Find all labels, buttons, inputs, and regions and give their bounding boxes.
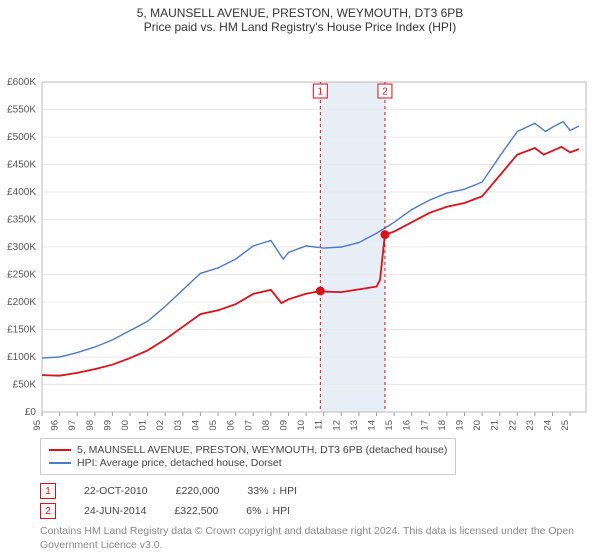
chart-title-2: Price paid vs. HM Land Registry's House … [0,20,600,34]
legend-item: 5, MAUNSELL AVENUE, PRESTON, WEYMOUTH, D… [49,444,447,456]
svg-text:2009: 2009 [278,420,289,430]
marker-price: £220,000 [176,485,220,497]
svg-text:2000: 2000 [120,420,131,430]
marker-pct: 33% ↓ HPI [247,485,297,497]
marker-badge: 1 [40,483,56,499]
marker-date: 24-JUN-2014 [84,505,146,517]
svg-text:2001: 2001 [138,420,149,430]
svg-text:1997: 1997 [67,420,78,430]
svg-text:2005: 2005 [208,420,219,430]
marker-row: 2 24-JUN-2014 £322,500 6% ↓ HPI [40,503,586,519]
legend: 5, MAUNSELL AVENUE, PRESTON, WEYMOUTH, D… [40,438,456,475]
svg-text:£350K: £350K [7,215,36,226]
svg-text:2020: 2020 [472,420,483,430]
svg-text:2018: 2018 [437,420,448,430]
svg-text:2011: 2011 [314,420,325,430]
svg-text:2007: 2007 [243,420,254,430]
svg-text:£0: £0 [25,407,37,418]
marker-badge: 2 [40,503,56,519]
svg-text:2025: 2025 [560,420,571,430]
svg-text:2: 2 [382,87,388,98]
legend-label: HPI: Average price, detached house, Dors… [77,457,282,469]
svg-text:2021: 2021 [490,420,501,430]
svg-text:2022: 2022 [507,420,518,430]
svg-text:1995: 1995 [32,420,43,430]
svg-text:2008: 2008 [261,420,272,430]
svg-text:2016: 2016 [402,420,413,430]
svg-text:2006: 2006 [226,420,237,430]
svg-text:£200K: £200K [7,297,36,308]
legend-label: 5, MAUNSELL AVENUE, PRESTON, WEYMOUTH, D… [77,444,447,456]
svg-text:2017: 2017 [419,420,430,430]
svg-text:1: 1 [318,87,324,98]
svg-text:1999: 1999 [102,420,113,430]
svg-text:£400K: £400K [7,187,36,198]
svg-text:1998: 1998 [85,420,96,430]
svg-text:£550K: £550K [7,105,36,116]
marker-price: £322,500 [174,505,218,517]
svg-text:1996: 1996 [50,420,61,430]
marker-pct: 6% ↓ HPI [246,505,290,517]
legend-item: HPI: Average price, detached house, Dors… [49,457,447,469]
svg-text:£50K: £50K [13,380,37,391]
legend-swatch-blue [49,462,71,464]
price-chart: £0 £50K £100K £150K £200K £250K £300K £350K £400… [0,34,600,430]
svg-text:2003: 2003 [173,420,184,430]
footer-note: Contains HM Land Registry data © Crown c… [40,525,586,552]
svg-text:2024: 2024 [543,420,554,430]
svg-text:£450K: £450K [7,160,36,171]
svg-text:2019: 2019 [455,420,466,430]
svg-text:2023: 2023 [525,420,536,430]
svg-text:£300K: £300K [7,242,36,253]
svg-text:£500K: £500K [7,132,36,143]
svg-text:2004: 2004 [190,420,201,430]
svg-text:£100K: £100K [7,352,36,363]
svg-text:2015: 2015 [384,420,395,430]
svg-text:2013: 2013 [349,420,360,430]
svg-text:2002: 2002 [155,420,166,430]
svg-text:£250K: £250K [7,270,36,281]
svg-text:2012: 2012 [331,420,342,430]
svg-text:£600K: £600K [7,77,36,88]
marker-date: 22-OCT-2010 [84,485,148,497]
svg-text:2010: 2010 [296,420,307,430]
chart-title-1: 5, MAUNSELL AVENUE, PRESTON, WEYMOUTH, D… [0,6,600,20]
marker-table: 1 22-OCT-2010 £220,000 33% ↓ HPI 2 24-JU… [40,483,586,519]
svg-text:2014: 2014 [366,420,377,430]
svg-text:£150K: £150K [7,325,36,336]
marker-row: 1 22-OCT-2010 £220,000 33% ↓ HPI [40,483,586,499]
legend-swatch-red [49,449,71,451]
